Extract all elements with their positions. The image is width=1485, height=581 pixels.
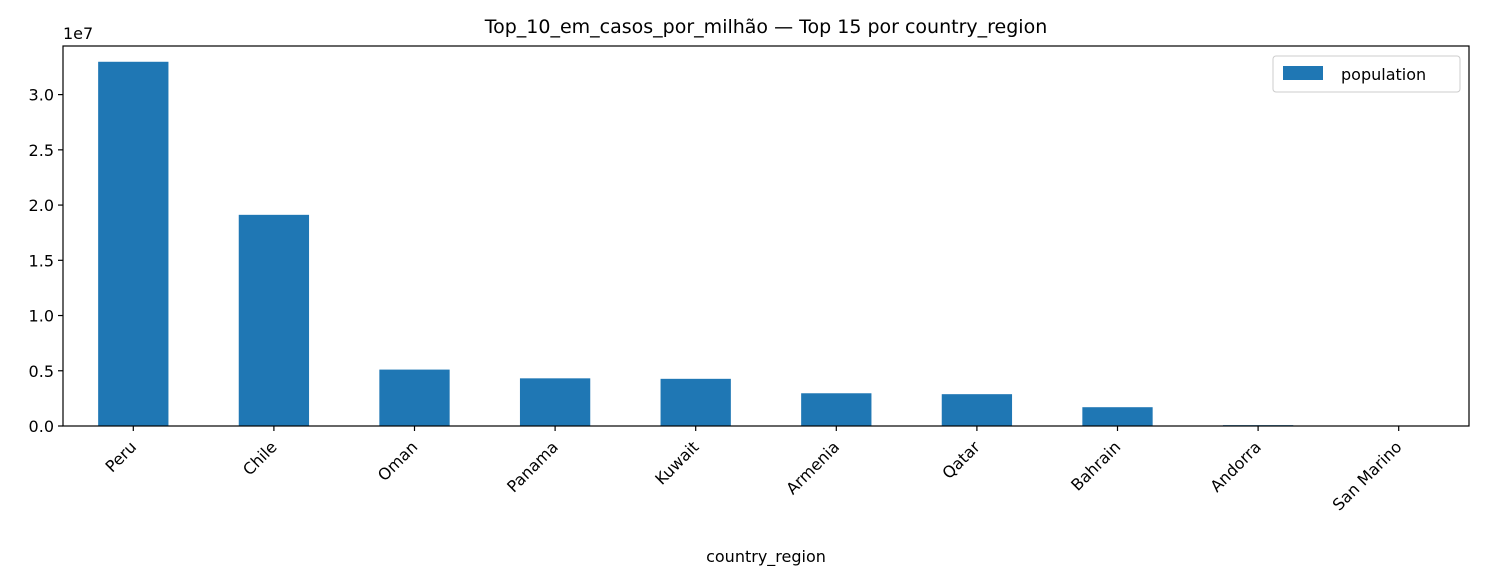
y-tick-label: 2.0 bbox=[29, 196, 54, 215]
x-tick-label-kuwait: Kuwait bbox=[651, 437, 702, 488]
legend: population bbox=[1272, 55, 1461, 93]
x-tick-label-chile: Chile bbox=[239, 437, 281, 479]
x-tick-label-san-marino: San Marino bbox=[1329, 437, 1406, 514]
bar-qatar bbox=[941, 394, 1013, 426]
x-tick-label-qatar: Qatar bbox=[938, 437, 984, 483]
x-tick-label-oman: Oman bbox=[374, 437, 421, 484]
legend-frame bbox=[1272, 55, 1461, 93]
bar-kuwait bbox=[660, 378, 731, 426]
bar-chile bbox=[238, 214, 310, 426]
y-tick-label: 1.0 bbox=[29, 307, 54, 326]
x-tick-label-peru: Peru bbox=[101, 437, 140, 476]
y-tick-label: 0.0 bbox=[29, 417, 54, 436]
bar-oman bbox=[379, 369, 450, 426]
legend-label-population: population bbox=[1341, 65, 1426, 84]
x-axis-label: country_region bbox=[706, 547, 826, 567]
y-tick-label: 1.5 bbox=[29, 251, 54, 270]
plot-area-frame bbox=[62, 45, 1470, 427]
y-tick-label: 0.5 bbox=[29, 362, 54, 381]
x-tick-label-panama: Panama bbox=[503, 437, 562, 496]
chart-title: Top_10_em_casos_por_milhão — Top 15 por … bbox=[484, 16, 1048, 38]
x-tick-label-andorra: Andorra bbox=[1206, 437, 1264, 495]
x-tick-label-armenia: Armenia bbox=[782, 437, 843, 498]
bar-peru bbox=[98, 61, 169, 426]
bars-group bbox=[98, 61, 1434, 426]
y-tick-label: 2.5 bbox=[29, 141, 54, 160]
y-tick-label: 3.0 bbox=[29, 86, 54, 105]
y-axis-ticks: 0.0 0.5 1.0 1.5 2.0 2.5 3.0 bbox=[29, 86, 63, 436]
x-axis-ticks: Peru Chile Oman Panama Kuwait Armenia Qatar Bah… bbox=[101, 426, 1406, 514]
bar-panama bbox=[519, 378, 591, 426]
bar-armenia bbox=[801, 393, 872, 426]
y-axis-offset-label: 1e7 bbox=[63, 24, 93, 43]
legend-swatch-population bbox=[1283, 66, 1323, 80]
x-tick-label-bahrain: Bahrain bbox=[1067, 437, 1124, 494]
bar-bahrain bbox=[1082, 407, 1153, 426]
